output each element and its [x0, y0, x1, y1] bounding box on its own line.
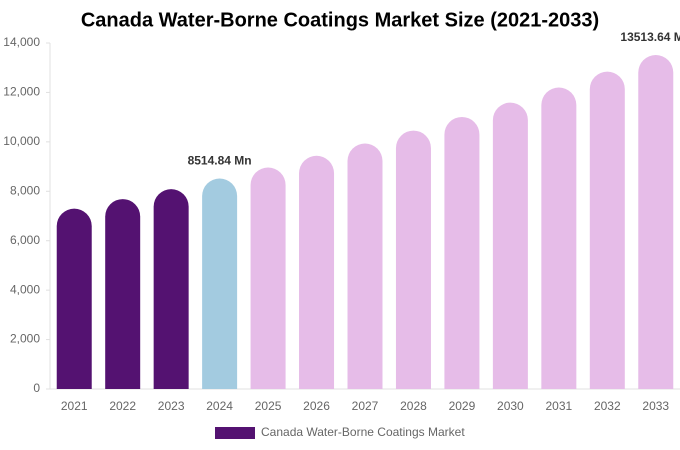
x-tick-label: 2033 — [642, 399, 669, 413]
y-tick-label: 6,000 — [10, 233, 40, 247]
x-tick-label: 2021 — [61, 399, 88, 413]
x-tick-label: 2027 — [352, 399, 379, 413]
bar — [541, 87, 577, 389]
x-tick-label: 2025 — [255, 399, 282, 413]
y-tick-label: 4,000 — [10, 282, 40, 296]
bar — [202, 178, 238, 389]
bar — [56, 208, 92, 389]
y-tick-label: 2,000 — [10, 332, 40, 346]
y-tick-label: 14,000 — [3, 35, 40, 49]
legend-label: Canada Water-Borne Coatings Market — [261, 425, 465, 439]
x-tick-label: 2032 — [594, 399, 621, 413]
legend-swatch — [215, 427, 255, 439]
x-tick-label: 2023 — [158, 399, 185, 413]
value-label: 13513.64 Mn — [620, 30, 680, 44]
y-tick-label: 8,000 — [10, 183, 40, 197]
x-tick-label: 2031 — [545, 399, 572, 413]
bar — [250, 167, 286, 389]
bar — [589, 71, 625, 389]
x-tick-label: 2029 — [449, 399, 476, 413]
x-tick-label: 2022 — [109, 399, 136, 413]
value-label: 8514.84 Mn — [188, 154, 252, 168]
x-tick-label: 2024 — [206, 399, 233, 413]
y-tick-label: 0 — [33, 381, 40, 395]
bar — [492, 102, 528, 389]
bar — [299, 155, 335, 389]
x-tick-label: 2028 — [400, 399, 427, 413]
x-tick-label: 2030 — [497, 399, 524, 413]
bar — [395, 130, 431, 389]
bar — [347, 143, 383, 389]
bar — [444, 116, 480, 390]
y-tick-label: 12,000 — [3, 85, 40, 99]
y-tick-label: 10,000 — [3, 134, 40, 148]
bar — [638, 55, 674, 389]
bar — [153, 189, 189, 389]
bar — [105, 199, 141, 389]
x-tick-label: 2026 — [303, 399, 330, 413]
chart-title: Canada Water-Borne Coatings Market Size … — [81, 9, 599, 31]
